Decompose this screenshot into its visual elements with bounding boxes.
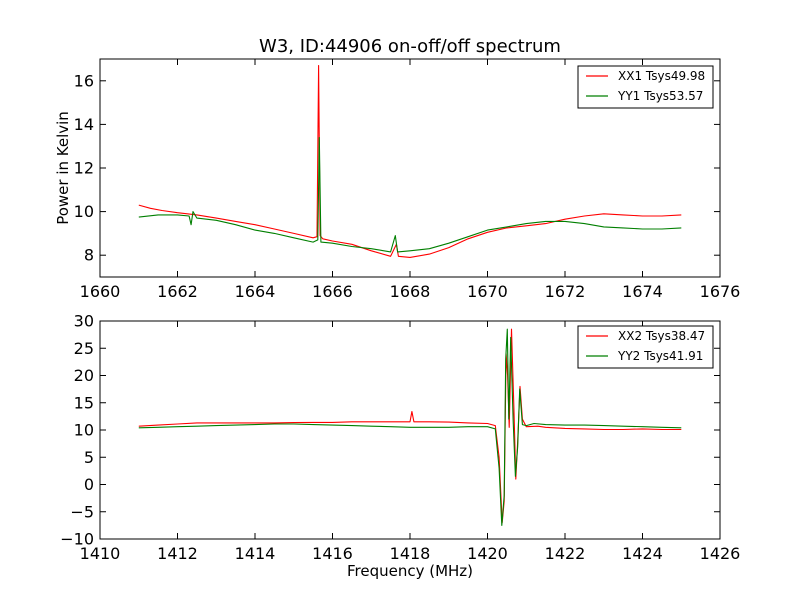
bottom-x-axis-label: Frequency (MHz) bbox=[347, 562, 473, 580]
bottom-legend-box bbox=[577, 325, 714, 369]
top-legend-label-1: XX1 Tsys49.98 bbox=[618, 69, 705, 83]
bottom-x-tick-label: 1416 bbox=[312, 544, 353, 563]
top-x-tick-label: 1674 bbox=[622, 282, 663, 301]
top-x-tick-label: 1660 bbox=[80, 282, 121, 301]
bottom-y-tick-label: 25 bbox=[74, 339, 94, 358]
bottom-series-line-2 bbox=[138, 328, 682, 526]
bottom-x-tick-label: 1424 bbox=[622, 544, 663, 563]
bottom-chart-panel: Frequency (MHz) 1410 1412 1414 1416 1418 1420… bbox=[60, 312, 740, 581]
top-y-tick-label: 12 bbox=[74, 159, 94, 178]
top-x-tick-label: 1662 bbox=[157, 282, 198, 301]
bottom-legend-label-1: XX2 Tsys38.47 bbox=[618, 329, 705, 343]
bottom-y-tick-label: 30 bbox=[74, 312, 94, 331]
bottom-y-tick-label: 10 bbox=[74, 421, 94, 440]
top-y-tick-label: 14 bbox=[74, 115, 94, 134]
bottom-x-tick-label: 1414 bbox=[235, 544, 276, 563]
bottom-x-tick-label: 1410 bbox=[80, 544, 121, 563]
bottom-y-tick-label: 0 bbox=[84, 475, 94, 494]
bottom-legend: XX2 Tsys38.47 YY2 Tsys41.91 bbox=[577, 325, 714, 369]
top-series-line-2 bbox=[138, 136, 682, 253]
top-x-tick-label: 1672 bbox=[545, 282, 586, 301]
top-x-tick-label: 1664 bbox=[235, 282, 276, 301]
top-x-tick-label: 1666 bbox=[312, 282, 353, 301]
top-legend-label-2: YY1 Tsys53.57 bbox=[617, 89, 703, 103]
bottom-y-tick-label: −10 bbox=[60, 530, 94, 549]
bottom-x-tick-label: 1418 bbox=[390, 544, 431, 563]
top-chart-panel: W3, ID:44906 on-off/off spectrum Power i… bbox=[54, 36, 740, 301]
top-y-tick-label: 8 bbox=[84, 246, 94, 265]
top-series-line-1 bbox=[138, 64, 682, 258]
bottom-y-tick-label: 15 bbox=[74, 393, 94, 412]
top-plot-area: 1660 1662 1664 1666 1668 1670 1672 1674 1676 8 10 1… bbox=[74, 58, 741, 301]
bottom-series-line-1 bbox=[138, 328, 682, 524]
top-legend: XX1 Tsys49.98 YY1 Tsys53.57 bbox=[577, 65, 714, 109]
bottom-y-tick-label: 20 bbox=[74, 366, 94, 385]
bottom-y-tick-label: −5 bbox=[70, 502, 94, 521]
bottom-y-tick-label: 5 bbox=[84, 448, 94, 467]
top-x-tick-label: 1668 bbox=[390, 282, 431, 301]
bottom-plot-area: 1410 1412 1414 1416 1418 1420 1422 1424 1426 −10 −… bbox=[60, 312, 740, 564]
bottom-legend-label-2: YY2 Tsys41.91 bbox=[617, 349, 703, 363]
top-x-tick-label: 1676 bbox=[700, 282, 741, 301]
chart-title: W3, ID:44906 on-off/off spectrum bbox=[259, 36, 561, 57]
top-y-tick-label: 16 bbox=[74, 71, 94, 90]
top-y-tick-label: 10 bbox=[74, 202, 94, 221]
bottom-x-tick-label: 1420 bbox=[467, 544, 508, 563]
top-legend-box bbox=[577, 65, 714, 109]
bottom-x-tick-label: 1412 bbox=[157, 544, 198, 563]
top-y-axis-label: Power in Kelvin bbox=[54, 111, 72, 225]
bottom-x-tick-label: 1426 bbox=[700, 544, 741, 563]
top-x-tick-label: 1670 bbox=[467, 282, 508, 301]
bottom-x-tick-label: 1422 bbox=[545, 544, 586, 563]
